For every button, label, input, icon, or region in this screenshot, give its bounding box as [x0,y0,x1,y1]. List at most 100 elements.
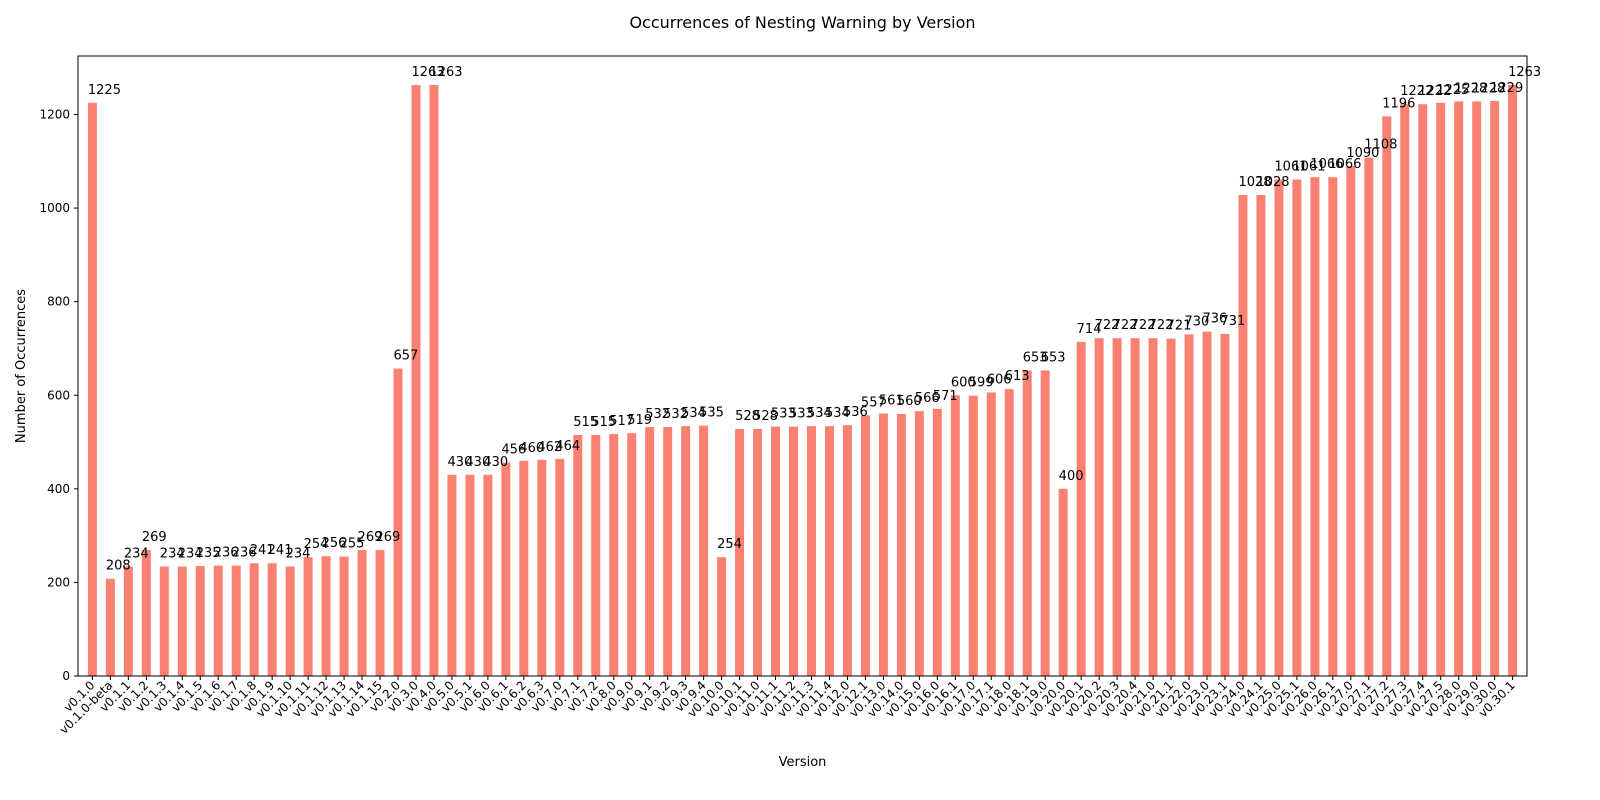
data-label-v0.25.0: 1061 [1274,160,1307,175]
data-label-v0.27.2: 1196 [1382,96,1415,111]
y-tick-label: 600 [47,388,70,402]
bar-v0.9.2 [663,427,673,676]
data-label-v0.5.1: 430 [465,455,490,470]
bar-v0.19.0 [1040,370,1050,676]
data-label-v0.4.0: 1263 [429,65,462,80]
x-axis-ticks: v0.1.0v0.1.0-betav0.1.1v0.1.2v0.1.3v0.1.… [57,676,1518,737]
bar-v0.1.9 [267,563,277,676]
data-label-v0.1.10: 234 [286,547,311,562]
data-label-v0.6.2: 460 [519,441,544,456]
data-label-v0.19.0: 653 [1041,350,1066,365]
bar-v0.27.0 [1346,165,1356,676]
data-label-v0.14.0: 560 [897,394,922,409]
bar-v0.25.0 [1274,179,1284,676]
bar-v0.2.0 [393,368,403,676]
bar-v0.27.5 [1436,102,1446,677]
data-label-v0.9.2: 532 [663,407,688,422]
data-label-v0.30.0: 1229 [1490,81,1523,96]
bar-v0.11.4 [824,426,834,676]
bar-v0.9.3 [681,426,691,676]
data-label-v0.1.1: 234 [124,547,149,562]
data-label-v0.27.5: 1225 [1436,83,1469,98]
bar-v0.27.2 [1382,116,1392,677]
data-label-v0.25.1: 1061 [1292,160,1325,175]
data-label-v0.9.4: 535 [699,406,724,421]
data-label-v0.1.12: 256 [322,536,347,551]
bar-v0.6.0 [483,474,493,676]
bar-v0.21.1 [1166,338,1176,676]
bar-v0.5.0 [447,474,457,676]
bar-v0.9.0 [627,433,637,676]
data-label-v0.11.4: 534 [825,406,850,421]
bar-v0.9.1 [645,427,655,676]
data-label-v0.11.0: 528 [753,409,778,424]
data-label-v0.13.0: 561 [879,393,904,408]
bar-v0.1.0 [87,102,97,677]
data-label-v0.23.0: 736 [1203,312,1228,327]
bar-v0.6.1 [501,462,511,676]
data-label-v0.10.0: 254 [717,537,742,552]
data-label-v0.7.0: 464 [555,439,580,454]
data-label-v0.1.5: 235 [196,546,221,561]
bar-v0.26.0 [1310,177,1320,676]
y-tick-label: 400 [47,482,70,496]
bar-v0.26.1 [1328,177,1338,676]
data-label-v0.1.14: 269 [358,530,383,545]
y-axis-ticks: 0 200 400 600 800 1000 1200 [39,107,78,683]
data-label-v0.23.1: 731 [1220,314,1245,329]
data-label-v0.17.0: 599 [969,376,994,391]
bar-v0.1.0-beta [105,578,115,676]
data-label-v0.1.9: 241 [268,543,293,558]
data-label-v0.7.2: 515 [591,415,616,430]
bars-group [87,85,1518,677]
data-label-v0.9.3: 534 [681,406,706,421]
data-label-v0.1.4: 234 [178,547,203,562]
bar-v0.6.2 [519,460,529,676]
data-label-v0.11.2: 533 [789,407,814,422]
bar-v0.1.6 [213,565,223,676]
data-label-v0.1.13: 255 [340,537,365,552]
data-label-v0.1.0-beta: 208 [106,559,131,574]
data-label-v0.1.3: 234 [160,547,185,562]
data-label-v0.24.1: 1028 [1256,175,1289,190]
bar-v0.20.4 [1130,338,1140,676]
data-label-v0.16.0: 571 [933,389,958,404]
data-label-v0.1.7: 236 [232,546,257,561]
bar-v0.7.2 [591,435,601,676]
bar-v0.17.1 [986,392,996,676]
y-tick-label: 1000 [39,201,70,215]
data-label-v0.1.15: 269 [376,530,401,545]
bar-v0.24.1 [1256,194,1266,676]
bar-v0.7.0 [555,458,565,676]
bar-v0.1.8 [249,563,259,676]
bar-v0.1.11 [303,557,313,676]
bar-v0.1.15 [375,550,385,676]
data-label-v0.17.1: 606 [987,372,1012,387]
bar-v0.3.0 [411,85,421,676]
data-label-v0.27.0: 1090 [1346,146,1379,161]
bar-v0.11.1 [771,426,781,676]
bar-v0.22.0 [1184,334,1194,676]
bar-v0.21.0 [1148,338,1158,676]
bar-v0.1.5 [195,566,205,676]
data-label-v0.26.1: 1066 [1328,157,1361,172]
bar-v0.1.4 [177,566,187,676]
y-tick-label: 1200 [39,107,70,121]
data-label-v0.7.1: 515 [573,415,598,430]
bar-v0.27.4 [1418,104,1428,676]
bar-v0.15.0 [914,411,924,676]
bar-v0.20.2 [1094,338,1104,676]
data-label-v0.27.3: 1222 [1400,84,1433,99]
bar-v0.16.1 [950,395,960,676]
data-label-v0.11.3: 534 [807,406,832,421]
data-label-v0.15.0: 566 [915,391,940,406]
data-label-v0.1.11: 254 [304,537,329,552]
data-label-v0.1.2: 269 [142,530,167,545]
data-label-v0.18.1: 653 [1023,350,1048,365]
bar-v0.18.1 [1022,370,1032,676]
bar-v0.20.0 [1058,488,1068,676]
data-label-v0.6.1: 456 [501,443,526,458]
bar-v0.1.12 [321,556,331,676]
bar-v0.1.1 [123,566,133,676]
